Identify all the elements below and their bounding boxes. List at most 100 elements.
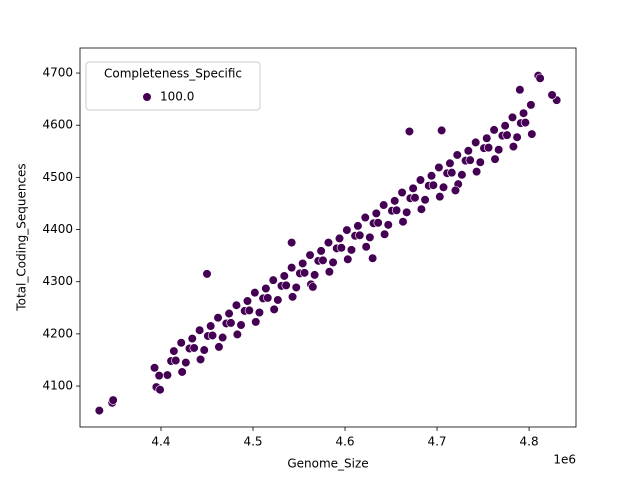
y-tick-label: 4200 [42, 326, 73, 340]
y-tick-label: 4100 [42, 379, 73, 393]
point [213, 313, 223, 323]
point [195, 354, 206, 365]
point [526, 100, 536, 110]
point [236, 320, 246, 330]
point [475, 157, 485, 167]
point [494, 145, 504, 155]
point [447, 168, 457, 178]
plot-area [94, 71, 562, 416]
point [404, 126, 415, 137]
point [445, 158, 455, 168]
y-tick-label: 4400 [42, 222, 73, 236]
point [261, 283, 271, 294]
legend-marker [142, 92, 152, 102]
point [232, 329, 242, 340]
point [365, 232, 375, 242]
point [263, 293, 273, 303]
point [507, 112, 518, 122]
point [108, 395, 118, 405]
point [181, 357, 191, 368]
point [218, 332, 228, 343]
point [171, 355, 181, 366]
point [189, 343, 199, 353]
point [420, 195, 430, 205]
point [434, 162, 444, 173]
point [397, 187, 407, 198]
point [437, 125, 447, 136]
point [250, 288, 260, 298]
point [489, 125, 499, 135]
x-tick-label: 4.8 [520, 435, 539, 449]
point [299, 268, 310, 278]
point [508, 141, 519, 152]
point [360, 212, 370, 223]
point [202, 269, 212, 279]
y-tick-label: 4700 [42, 66, 73, 80]
point [308, 282, 318, 292]
point [226, 318, 236, 328]
point [224, 308, 234, 319]
point [287, 263, 297, 273]
point [483, 143, 494, 153]
point [520, 118, 530, 128]
point [176, 338, 186, 348]
point [279, 271, 289, 281]
point [169, 346, 179, 356]
point [305, 250, 315, 260]
point [355, 230, 365, 240]
point [162, 370, 173, 380]
legend: Completeness_Specific 100.0 [85, 61, 261, 111]
point [471, 137, 481, 148]
point [518, 108, 529, 118]
point [231, 300, 242, 310]
point [482, 133, 492, 143]
point [268, 275, 278, 285]
point [273, 295, 283, 305]
point [410, 193, 420, 203]
point [316, 246, 326, 256]
point [500, 121, 510, 131]
point [154, 371, 164, 381]
point [298, 258, 308, 269]
point [465, 155, 475, 165]
point [547, 90, 557, 100]
point [391, 205, 402, 215]
point [515, 85, 525, 95]
point [452, 150, 462, 160]
point [435, 192, 445, 202]
point [463, 146, 473, 156]
point [342, 225, 352, 235]
point [371, 208, 381, 218]
point [310, 270, 320, 280]
point [398, 217, 408, 227]
point [328, 257, 338, 268]
point [244, 305, 254, 316]
legend-label: 100.0 [160, 90, 194, 104]
point [336, 243, 346, 253]
x-tick-label: 4.7 [427, 435, 446, 449]
point [177, 367, 187, 377]
x-tick-label: 4.6 [335, 435, 354, 449]
point [438, 182, 449, 192]
point [379, 200, 389, 210]
point [287, 237, 297, 248]
point [94, 405, 104, 416]
point [287, 292, 298, 302]
point [318, 255, 328, 265]
point [195, 325, 205, 335]
point [251, 317, 261, 327]
x-tick-label: 4.5 [243, 435, 262, 449]
point [502, 130, 512, 140]
y-axis-label: Total_Coding_Sequences [15, 163, 29, 311]
point [472, 167, 482, 177]
point [426, 171, 437, 181]
x-offset-label: 1e6 [553, 453, 576, 467]
point [254, 307, 265, 318]
point [368, 253, 378, 263]
point [416, 204, 427, 214]
point [457, 170, 467, 180]
point [207, 330, 218, 341]
legend-box [85, 61, 261, 111]
point [383, 220, 393, 230]
